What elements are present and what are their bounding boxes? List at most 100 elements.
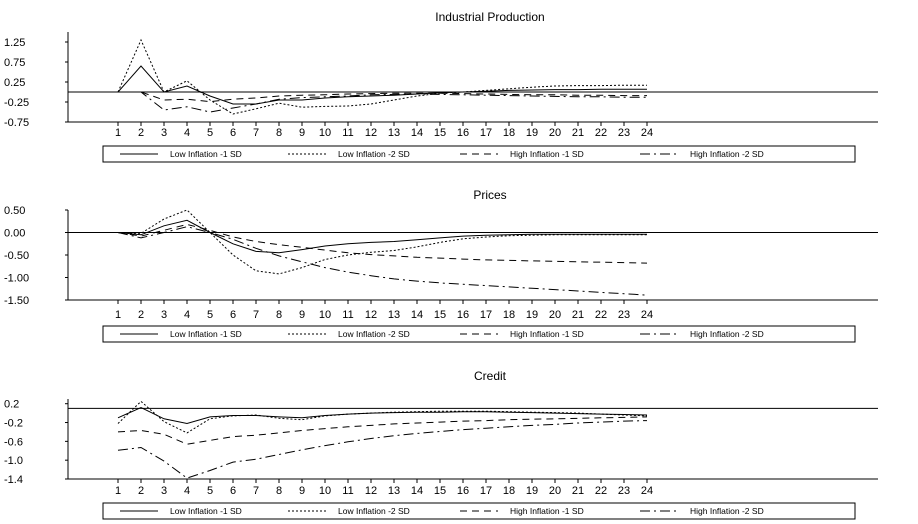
x-tick-label: 14 xyxy=(411,485,423,497)
x-tick-label: 20 xyxy=(549,485,561,497)
x-tick-label: 16 xyxy=(457,127,469,139)
x-tick-label: 12 xyxy=(365,309,377,321)
x-tick-label: 7 xyxy=(253,485,259,497)
legend-label-2: Low Inflation -2 SD xyxy=(338,329,410,339)
x-tick-label: 5 xyxy=(207,485,213,497)
x-tick-label: 23 xyxy=(618,485,630,497)
x-tick-label: 19 xyxy=(526,309,538,321)
legend-label-3: High Inflation -1 SD xyxy=(510,329,584,339)
x-tick-label: 9 xyxy=(299,485,305,497)
x-tick-label: 10 xyxy=(319,485,331,497)
x-tick-label: 11 xyxy=(342,309,353,321)
chart-panel-1: Industrial Production 1.25 0.75 0.25 -0.25 -0… xyxy=(4,10,878,163)
x-tick-label: 20 xyxy=(549,127,561,139)
y-tick-label: -1.00 xyxy=(4,273,29,285)
series-line-3 xyxy=(117,223,648,264)
legend: Low Inflation -1 SD Low Inflation -2 SD Hi… xyxy=(102,145,856,163)
y-tick-label: -0.25 xyxy=(4,97,29,109)
legend-label-2: Low Inflation -2 SD xyxy=(338,149,410,159)
x-tick-label: 19 xyxy=(526,127,538,139)
x-tick-label: 17 xyxy=(480,485,492,497)
x-tick-label: 23 xyxy=(618,127,630,139)
legend-label-3: High Inflation -1 SD xyxy=(510,506,584,516)
series-line-4 xyxy=(118,91,647,113)
x-tick-label: 15 xyxy=(434,127,446,139)
series-line-2 xyxy=(117,400,648,434)
y-tick-label: 0.50 xyxy=(4,205,25,217)
series-line-1 xyxy=(117,65,647,105)
x-tick-label: 14 xyxy=(411,127,423,139)
x-tick-label: 13 xyxy=(388,485,400,497)
x-tick-label: 11 xyxy=(342,485,353,497)
x-tick-label: 14 xyxy=(411,309,423,321)
series-line-2 xyxy=(117,209,647,275)
x-tick-label: 22 xyxy=(595,309,607,321)
series-line-3 xyxy=(117,416,648,445)
x-tick-label: 10 xyxy=(319,309,331,321)
x-tick-label: 2 xyxy=(138,127,144,139)
x-tick-label: 4 xyxy=(184,485,190,497)
legend-label-3: High Inflation -1 SD xyxy=(510,149,584,159)
x-tick-label: 1 xyxy=(115,485,121,497)
x-tick-label: 19 xyxy=(526,485,538,497)
x-tick-label: 23 xyxy=(618,309,630,321)
legend: Low Inflation -1 SD Low Inflation -2 SD Hi… xyxy=(102,502,856,520)
x-tick-label: 4 xyxy=(184,309,190,321)
x-tick-label: 24 xyxy=(641,127,653,139)
x-tick-label: 18 xyxy=(503,485,515,497)
y-tick-label: 0.00 xyxy=(4,228,25,240)
x-tick-label: 2 xyxy=(138,485,144,497)
x-tick-label: 13 xyxy=(388,309,400,321)
x-tick-label: 18 xyxy=(503,127,515,139)
x-tick-label: 21 xyxy=(572,485,584,497)
x-tick-label: 3 xyxy=(161,309,167,321)
x-tick-label: 15 xyxy=(434,485,446,497)
chart-title: Industrial Production xyxy=(435,10,544,24)
x-tick-label: 3 xyxy=(161,485,167,497)
x-tick-label: 6 xyxy=(230,485,236,497)
x-tick-label: 17 xyxy=(480,309,492,321)
legend: Low Inflation -1 SD Low Inflation -2 SD Hi… xyxy=(102,325,856,343)
x-tick-label: 8 xyxy=(276,309,282,321)
x-tick-label: 12 xyxy=(365,127,377,139)
x-tick-label: 5 xyxy=(207,127,213,139)
x-tick-label: 20 xyxy=(549,309,561,321)
chart-title: Credit xyxy=(474,369,507,383)
y-tick-label: 0.25 xyxy=(4,77,25,89)
x-tick-label: 2 xyxy=(138,309,144,321)
x-tick-label: 1 xyxy=(115,127,121,139)
legend-label-4: High Inflation -2 SD xyxy=(690,506,764,516)
chart-title: Prices xyxy=(473,188,506,202)
x-tick-label: 3 xyxy=(161,127,167,139)
x-tick-label: 21 xyxy=(572,127,584,139)
x-tick-label: 10 xyxy=(319,127,331,139)
y-tick-label: -1.0 xyxy=(4,455,23,467)
legend-label-4: High Inflation -2 SD xyxy=(690,149,764,159)
y-tick-label: -0.2 xyxy=(4,418,23,430)
legend-label-4: High Inflation -2 SD xyxy=(690,329,764,339)
y-tick-label: -0.6 xyxy=(4,436,23,448)
legend-label-1: Low Inflation -1 SD xyxy=(170,506,242,516)
x-tick-label: 4 xyxy=(184,127,190,139)
x-tick-label: 13 xyxy=(388,127,400,139)
x-tick-label: 15 xyxy=(434,309,446,321)
x-tick-label: 16 xyxy=(457,485,469,497)
x-tick-label: 18 xyxy=(503,309,515,321)
x-tick-label: 22 xyxy=(595,127,607,139)
x-tick-label: 12 xyxy=(365,485,377,497)
y-tick-label: 1.25 xyxy=(4,37,25,49)
x-tick-label: 22 xyxy=(595,485,607,497)
legend-label-2: Low Inflation -2 SD xyxy=(338,506,410,516)
x-tick-label: 17 xyxy=(480,127,492,139)
series-line-4 xyxy=(117,420,648,479)
x-tick-label: 6 xyxy=(230,309,236,321)
legend-label-1: Low Inflation -1 SD xyxy=(170,329,242,339)
x-tick-label: 7 xyxy=(253,127,259,139)
x-tick-label: 7 xyxy=(253,309,259,321)
x-tick-label: 16 xyxy=(457,309,469,321)
y-tick-label: 0.75 xyxy=(4,57,25,69)
x-tick-label: 6 xyxy=(230,127,236,139)
x-tick-label: 1 xyxy=(115,309,121,321)
